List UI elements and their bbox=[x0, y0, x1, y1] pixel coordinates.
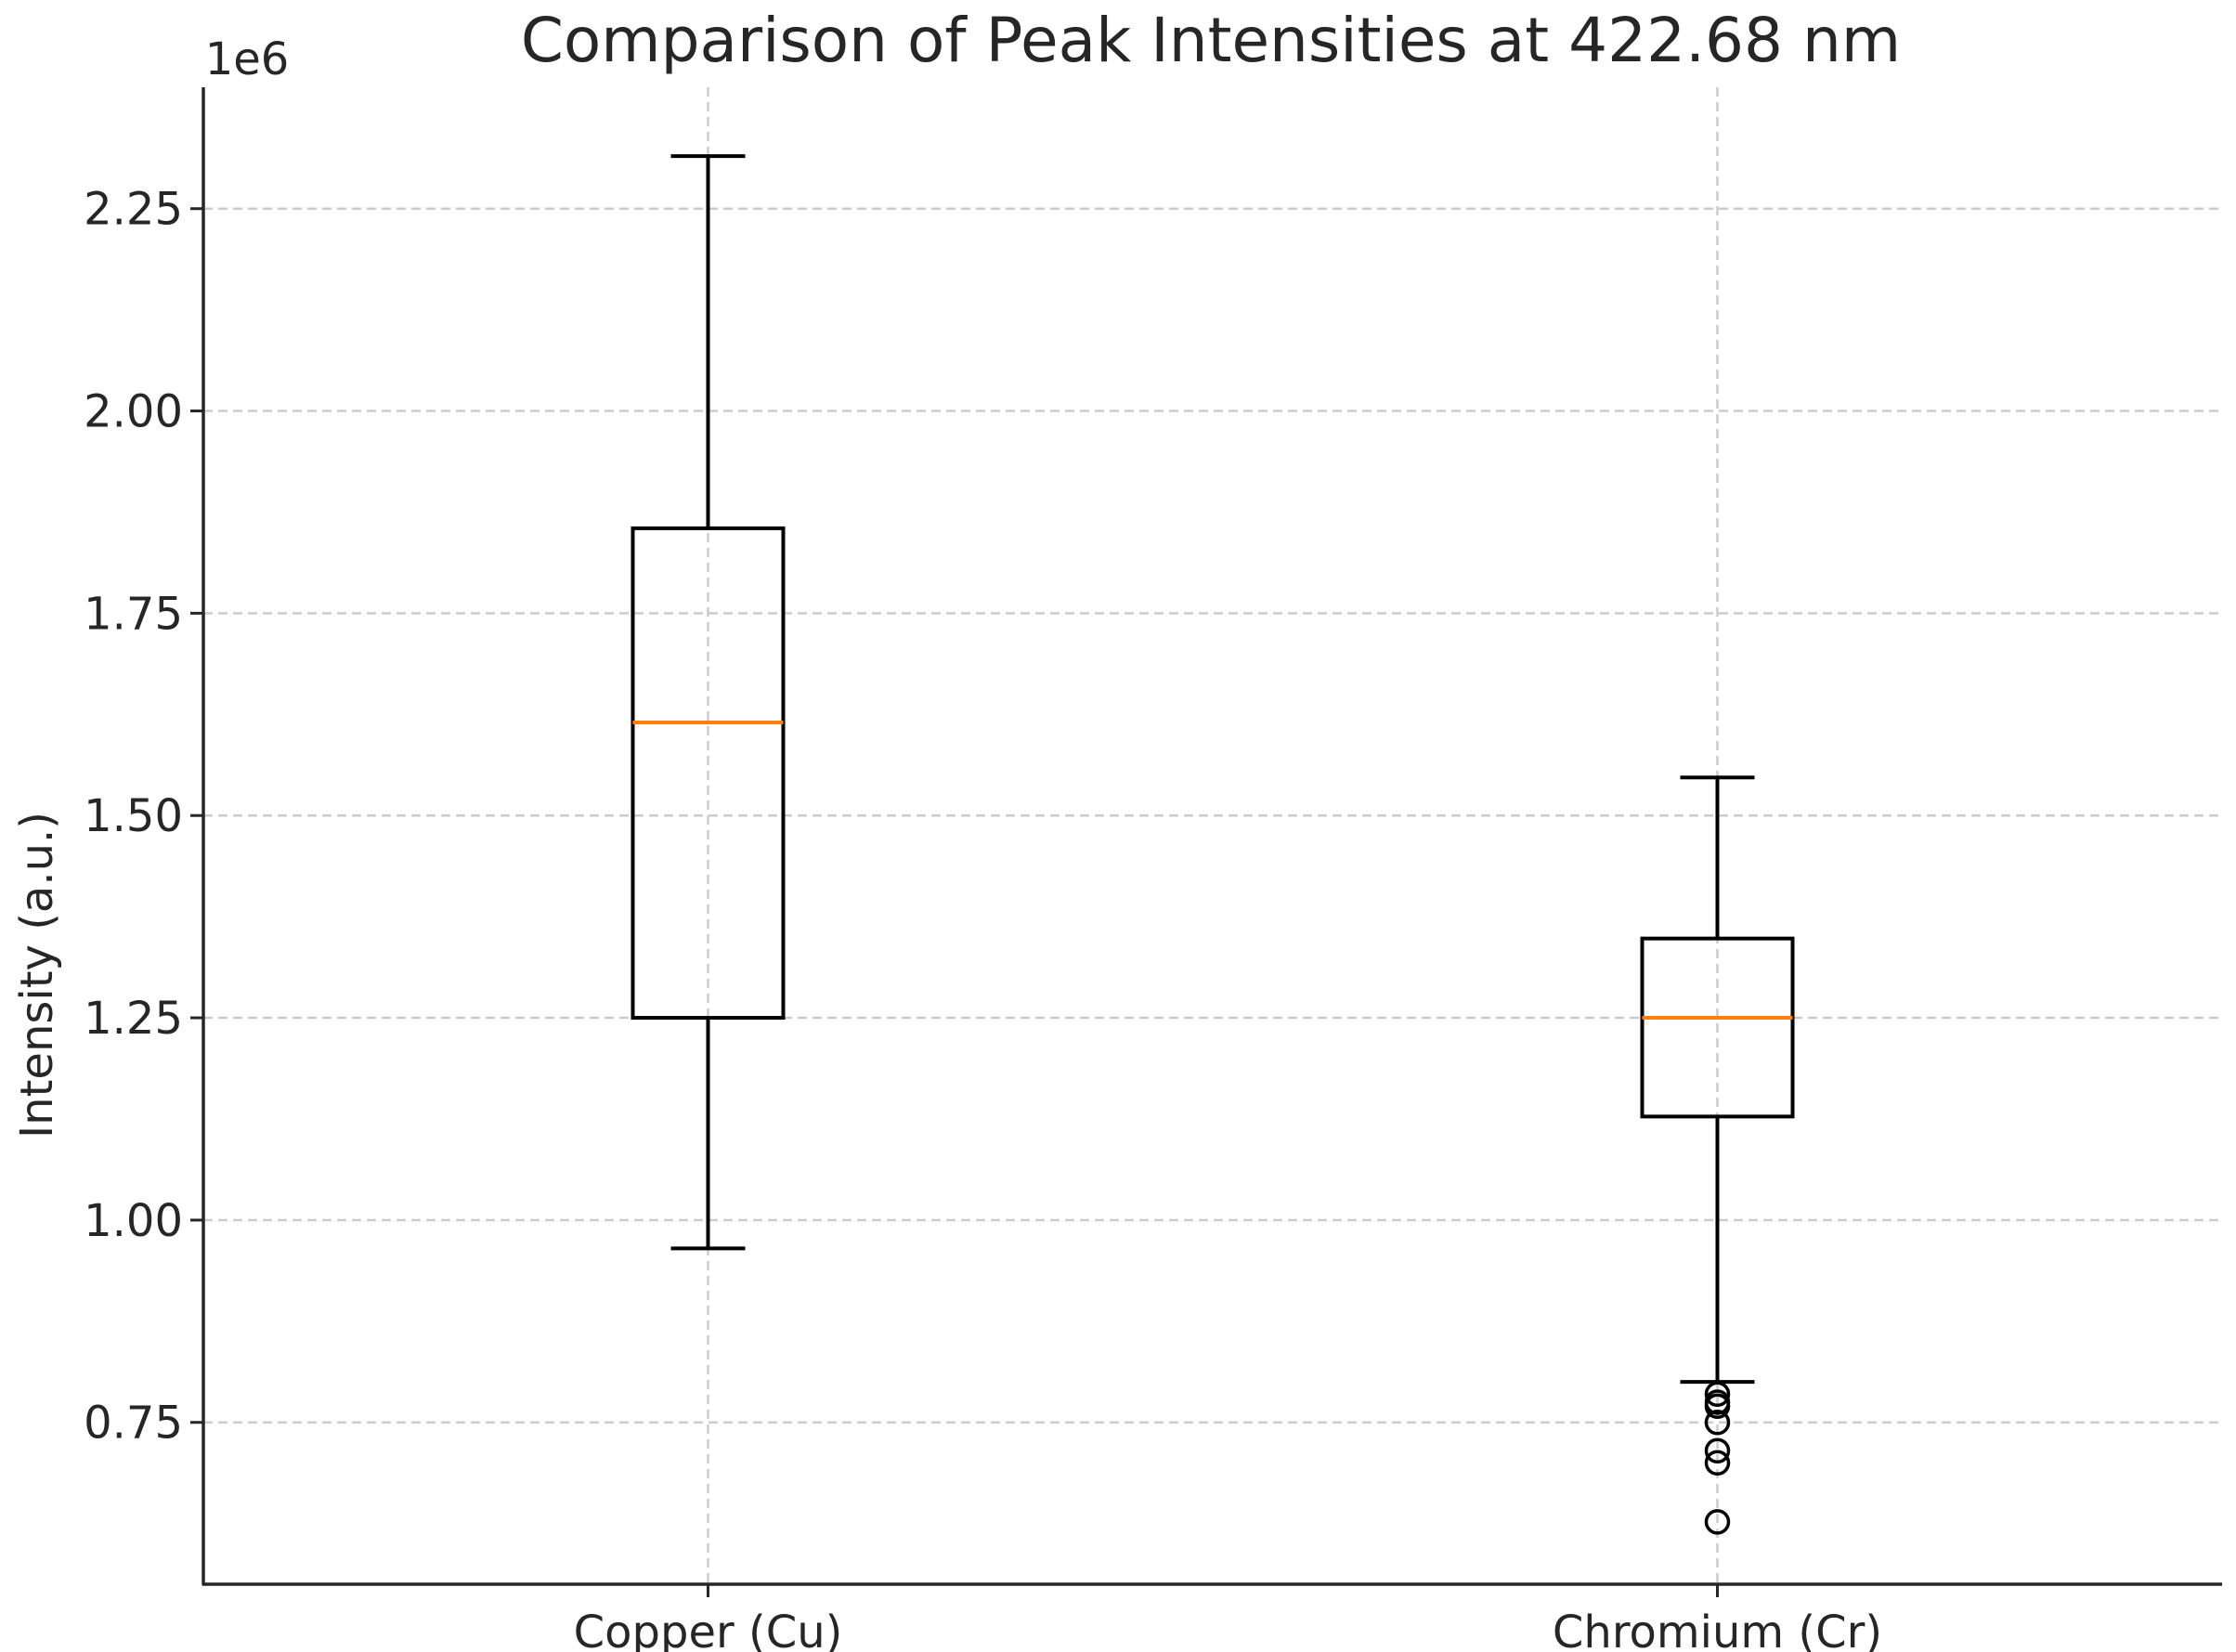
y-tick-label: 0.75 bbox=[84, 1398, 183, 1450]
iqr-box bbox=[1640, 936, 1795, 1119]
axes-layer: 0.75 1.00 1.25 1.50 1.75 2.00 2.25 Copper (Cu) C… bbox=[84, 87, 2222, 1652]
outlier-point bbox=[1704, 1381, 1731, 1407]
outlier-point bbox=[1704, 1509, 1731, 1535]
y-axis-offset-label: 1e6 bbox=[205, 33, 290, 85]
outlier-point bbox=[1704, 1393, 1731, 1420]
grid-layer bbox=[203, 87, 2222, 1584]
boxes-layer bbox=[630, 154, 1795, 1535]
iqr-box bbox=[630, 526, 786, 1021]
y-tick-label: 2.00 bbox=[84, 386, 183, 438]
y-tick-label: 1.00 bbox=[84, 1195, 183, 1247]
x-tick-label: Chromium (Cr) bbox=[1553, 1606, 1882, 1652]
text-layer: Comparison of Peak Intensities at 422.68… bbox=[11, 5, 1901, 1138]
outlier-point bbox=[1704, 1450, 1731, 1476]
y-tick-label: 2.25 bbox=[84, 184, 183, 236]
outlier-point bbox=[1704, 1409, 1731, 1436]
outlier-point bbox=[1704, 1437, 1731, 1463]
y-axis-label: Intensity (a.u.) bbox=[11, 812, 63, 1138]
y-tick-label: 1.50 bbox=[84, 790, 183, 842]
chart-title: Comparison of Peak Intensities at 422.68… bbox=[521, 5, 1901, 76]
y-tick-label: 1.25 bbox=[84, 993, 183, 1045]
x-tick-label: Copper (Cu) bbox=[574, 1606, 843, 1652]
y-tick-label: 1.75 bbox=[84, 588, 183, 640]
